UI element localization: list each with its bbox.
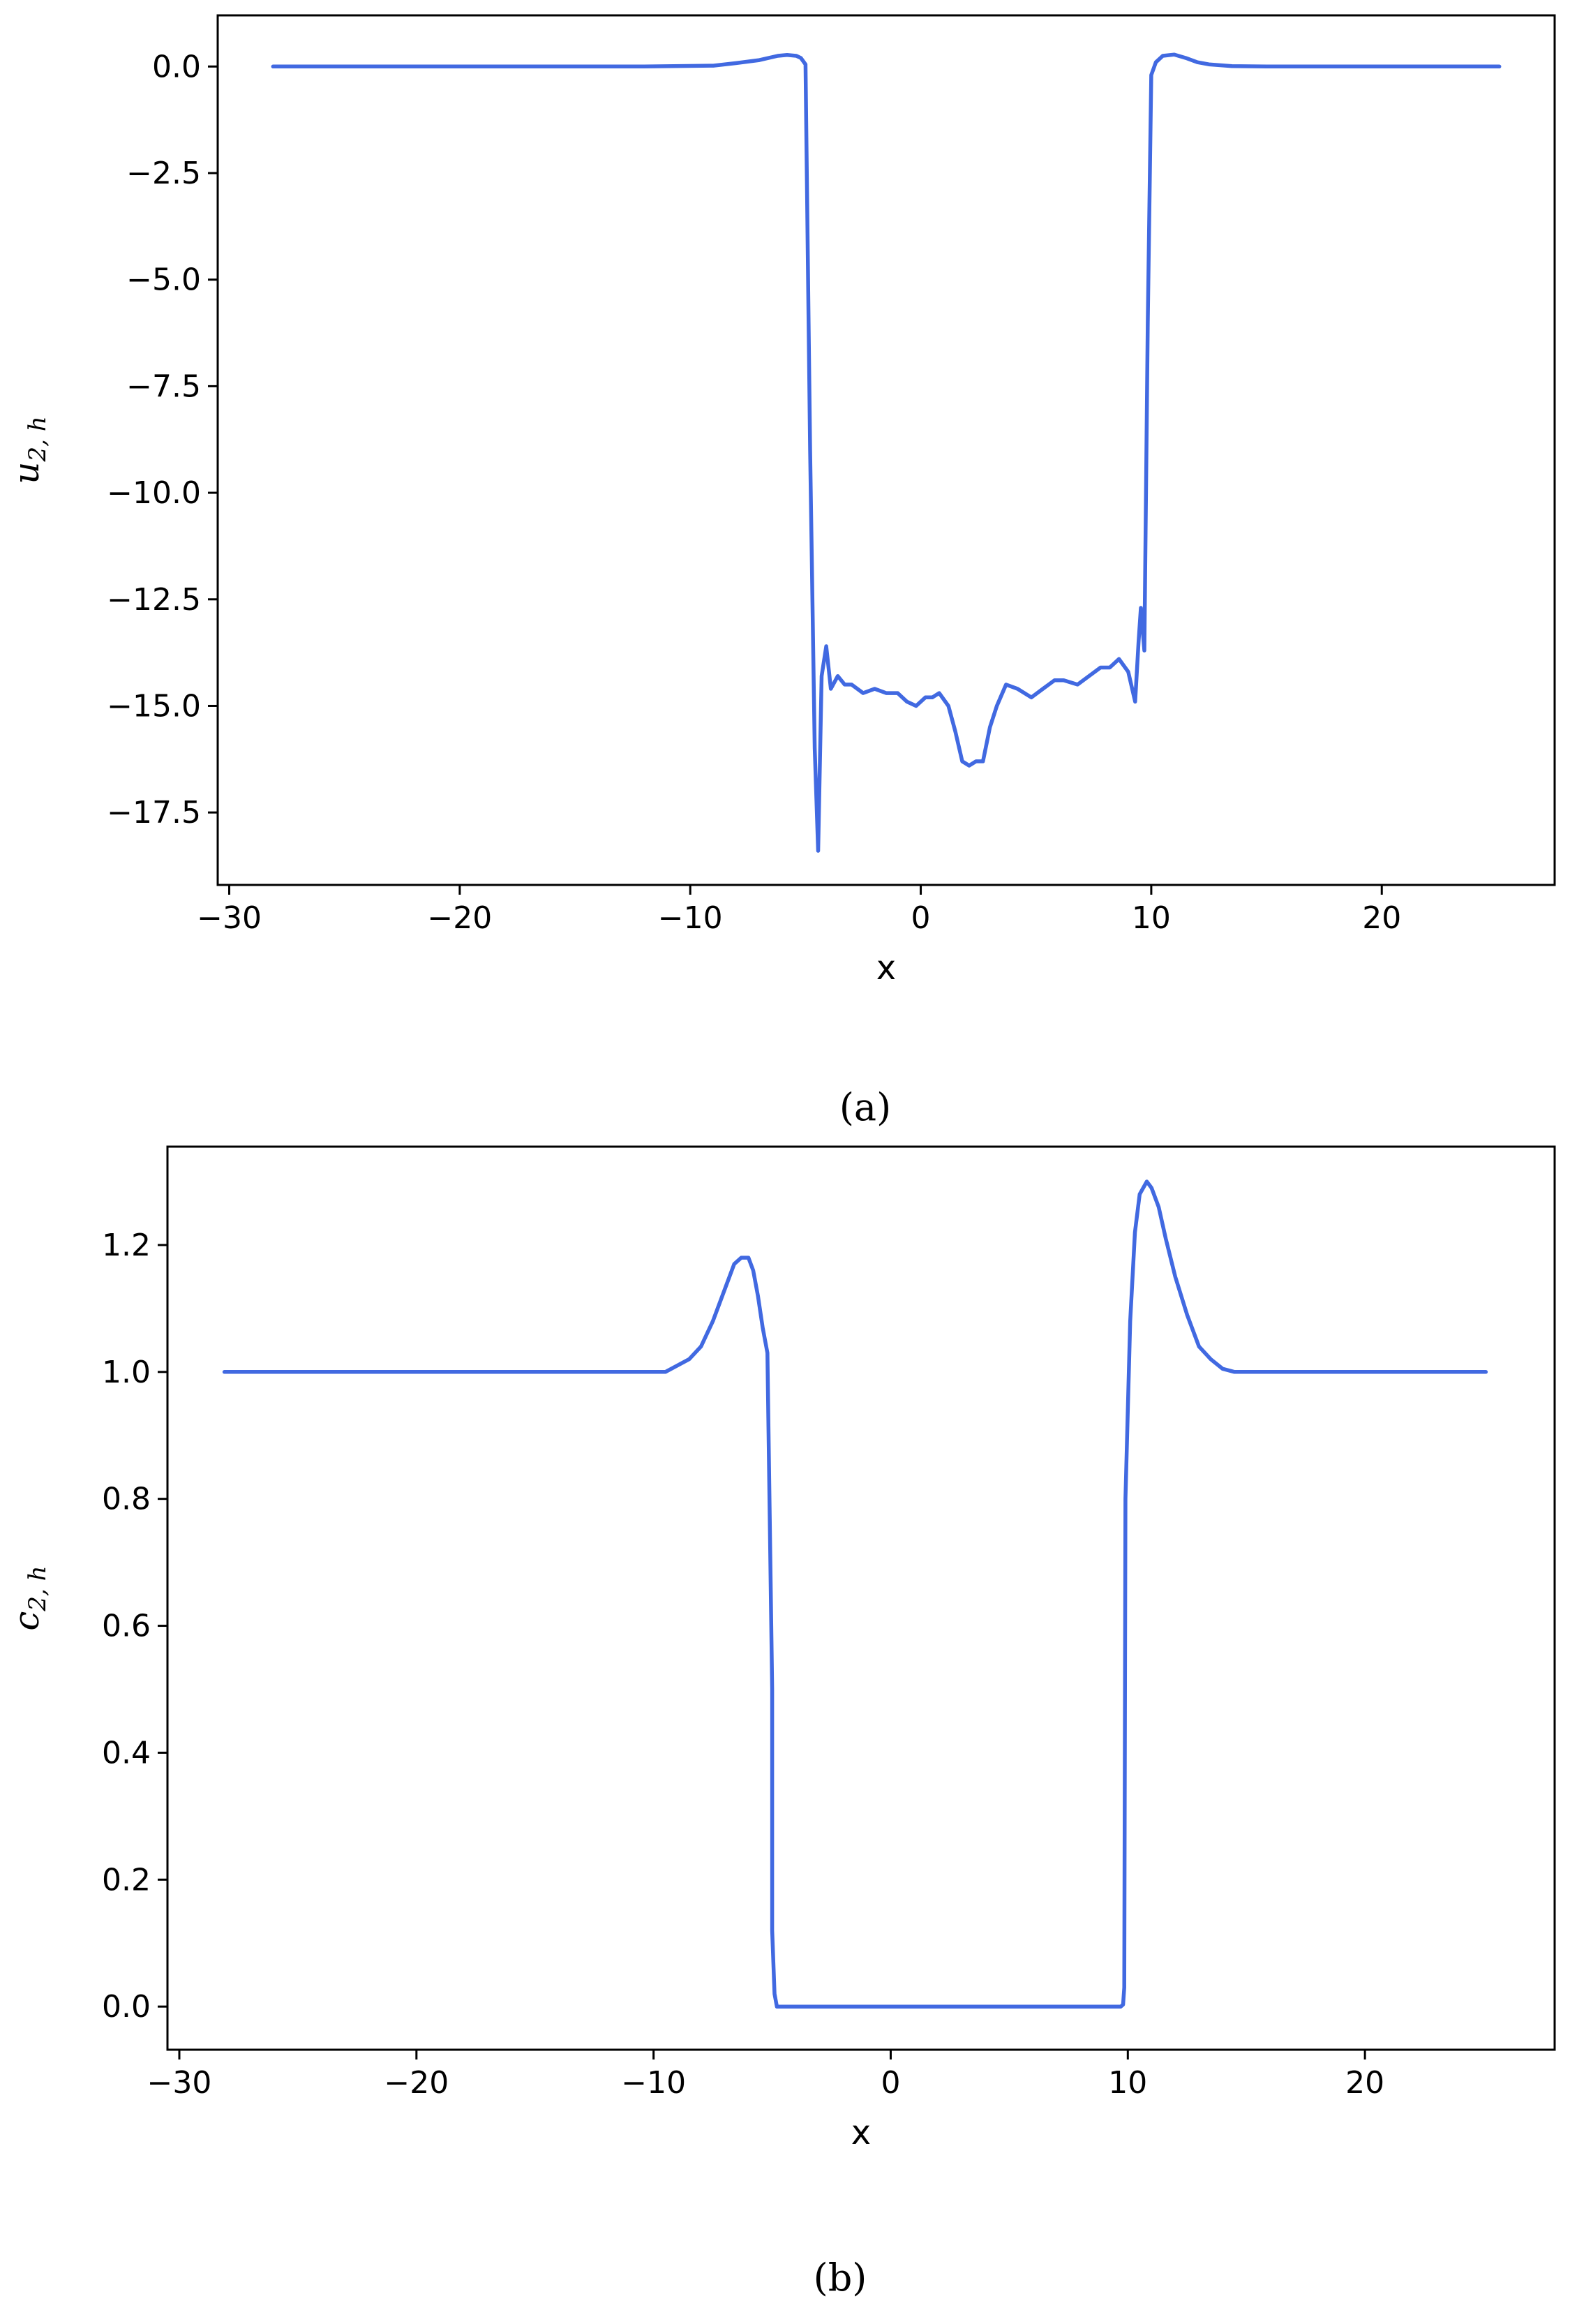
x-tick-label: −30 — [147, 2065, 212, 2101]
x-tick-label: −30 — [197, 900, 262, 936]
y-tick-label: −2.5 — [126, 156, 201, 191]
x-tick-label: −10 — [621, 2065, 686, 2101]
panel-a-series-line — [271, 52, 1502, 853]
y-tick-label: −10.0 — [107, 475, 201, 511]
y-tick-label: −12.5 — [107, 582, 201, 618]
y-tick-label: 0.4 — [102, 1735, 151, 1771]
panel-b-y-ticks: 0.0 0.2 0.4 0.6 0.8 1.0 1.2 — [102, 1228, 167, 2025]
panel-a-y-axis-label-sub: 2, h — [24, 416, 52, 462]
panel-b: −30 −20 −10 0 10 20 0.0 0.2 0.4 0.6 0.8 1.0 1.2 x c… — [6, 1145, 1556, 2300]
y-tick-label: 0.2 — [102, 1862, 151, 1898]
panel-a-x-ticks: −30 −20 −10 0 10 20 — [197, 885, 1401, 936]
x-tick-label: −10 — [658, 900, 723, 936]
x-tick-label: 20 — [1345, 2065, 1384, 2101]
x-tick-label: 0 — [881, 2065, 900, 2101]
y-tick-label: −17.5 — [107, 795, 201, 830]
y-tick-label: −5.0 — [126, 262, 201, 298]
panel-a-y-ticks: 0.0 −2.5 −5.0 −7.5 −10.0 −12.5 −15.0 −17.5 — [107, 49, 218, 830]
panel-a-caption: (a) — [839, 1085, 891, 1129]
panel-a-frame — [216, 14, 1556, 886]
y-tick-label: 1.2 — [102, 1228, 151, 1263]
panel-b-x-axis-label: x — [851, 2113, 871, 2152]
panel-b-x-ticks: −30 −20 −10 0 10 20 — [147, 2050, 1384, 2101]
panel-b-y-axis-label-sub: 2, h — [24, 1565, 52, 1611]
panel-b-caption: (b) — [814, 2256, 867, 2300]
panel-a-marks — [271, 52, 1502, 853]
panel-a-y-axis-label: u2, h — [6, 416, 52, 484]
panel-b-marks — [222, 1179, 1488, 2009]
y-tick-label: 0.0 — [102, 1989, 151, 2025]
y-tick-label: −15.0 — [107, 688, 201, 724]
y-tick-label: 0.6 — [102, 1609, 151, 1644]
y-tick-label: 1.0 — [102, 1355, 151, 1390]
x-tick-label: −20 — [384, 2065, 449, 2101]
panel-b-series-line — [222, 1179, 1488, 2009]
panel-b-frame — [166, 1145, 1556, 2051]
x-tick-label: 20 — [1362, 900, 1401, 936]
x-tick-label: 10 — [1132, 900, 1171, 936]
panel-a: −30 −20 −10 0 10 20 0.0 −2.5 −5.0 −7.5 −10.0 −12.5… — [6, 14, 1556, 1129]
y-tick-label: 0.8 — [102, 1482, 151, 1517]
panel-a-x-axis-label: x — [876, 948, 896, 988]
panel-a-y-axis-label-main: u — [6, 461, 47, 484]
x-tick-label: 0 — [911, 900, 931, 936]
y-tick-label: −7.5 — [126, 368, 201, 404]
panel-b-y-axis-label-main: c — [6, 1611, 47, 1631]
panel-b-y-axis-label: c2, h — [6, 1565, 52, 1630]
x-tick-label: 10 — [1108, 2065, 1147, 2101]
x-tick-label: −20 — [427, 900, 492, 936]
y-tick-label: 0.0 — [152, 49, 201, 84]
